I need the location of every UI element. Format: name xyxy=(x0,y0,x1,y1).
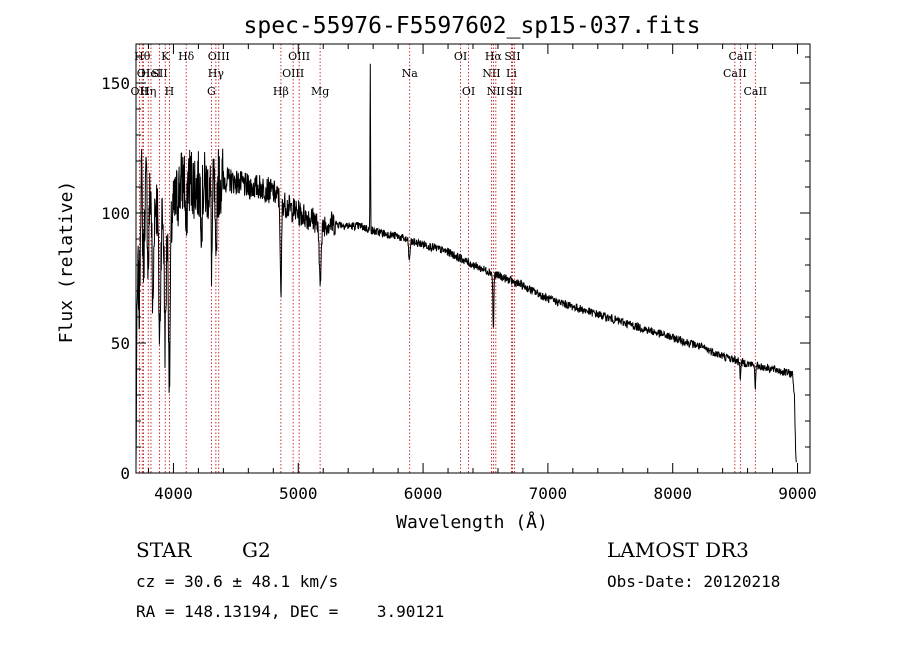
axes: 4000 5000 6000 7000 8000 9000 0 50 100 150 xyxy=(101,44,817,503)
line-marker-label: CaII xyxy=(743,85,767,98)
line-marker-label: OIII xyxy=(282,67,304,80)
line-marker-label: OI xyxy=(137,67,150,80)
line-marker-label: Hη xyxy=(140,85,156,98)
x-axis-label: Wavelength (Å) xyxy=(396,511,548,533)
x-tick-label: 7000 xyxy=(529,484,568,503)
y-tick-label: 150 xyxy=(101,74,130,93)
line-marker-label: CaII xyxy=(723,67,747,80)
plot-frame xyxy=(135,43,811,474)
line-marker-label: HeI xyxy=(141,67,161,80)
spectrum-line xyxy=(135,63,797,466)
line-marker-label: Hθ xyxy=(134,50,151,63)
chart-title: spec-55976-F5597602_sp15-037.fits xyxy=(244,13,701,39)
object-class: STAR xyxy=(136,538,192,562)
y-tick-label: 100 xyxy=(101,204,130,223)
x-tick-label: 4000 xyxy=(154,484,193,503)
line-marker-label: NII xyxy=(482,67,500,80)
line-marker-label: OI xyxy=(454,50,467,63)
coordinates: RA = 148.13194, DEC = 3.90121 xyxy=(136,602,445,621)
line-marker-label: Hγ xyxy=(208,67,225,80)
spectrum-series xyxy=(135,63,797,466)
line-marker-label: Mg xyxy=(311,85,329,98)
line-markers: OIIHθOIHηHeISIIKHHδGHγOIIIHβOIIIOIIIMgNa… xyxy=(131,44,767,473)
y-axis-label: Flux (relative) xyxy=(56,181,77,344)
line-marker-label: SII xyxy=(506,85,522,98)
x-tick-label: 6000 xyxy=(404,484,443,503)
survey-name: LAMOST DR3 xyxy=(607,538,749,562)
line-marker-label: SII xyxy=(151,67,167,80)
obs-date: Obs-Date: 20120218 xyxy=(607,572,781,591)
y-tick-label: 50 xyxy=(111,334,130,353)
x-tick-label: 8000 xyxy=(653,484,692,503)
redshift: cz = 30.6 ± 48.1 km/s xyxy=(136,572,339,591)
x-tick-label: 9000 xyxy=(778,484,817,503)
line-marker-label: Hα xyxy=(485,50,503,63)
line-marker-label: NII xyxy=(487,85,505,98)
line-marker-label: K xyxy=(161,50,170,63)
line-marker-label: OII xyxy=(131,85,149,98)
line-marker-label: Na xyxy=(402,67,419,80)
line-marker-label: OIII xyxy=(288,50,310,63)
line-marker-label: SII xyxy=(504,50,520,63)
line-marker-label: CaII xyxy=(729,50,753,63)
line-marker-label: OI xyxy=(462,85,475,98)
x-tick-label: 5000 xyxy=(279,484,318,503)
line-marker-label: Hβ xyxy=(273,85,289,98)
object-subclass: G2 xyxy=(242,538,271,562)
line-marker-label: G xyxy=(207,85,216,98)
line-marker-label: OIII xyxy=(208,50,230,63)
y-tick-label: 0 xyxy=(120,464,130,483)
line-marker-label: Hδ xyxy=(178,50,195,63)
line-marker-label: Li xyxy=(506,67,517,80)
line-marker-label: H xyxy=(165,85,175,98)
